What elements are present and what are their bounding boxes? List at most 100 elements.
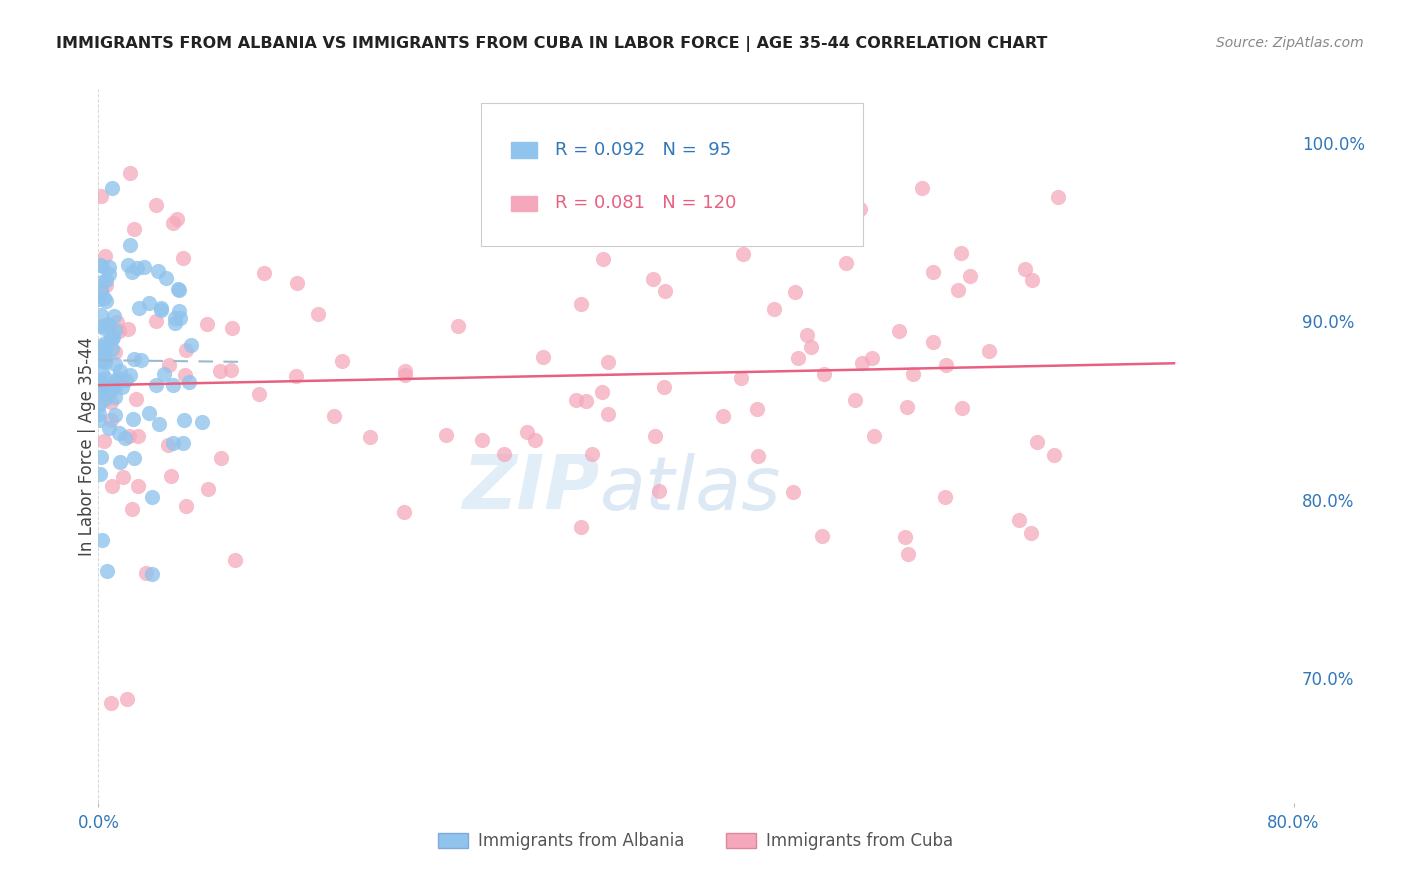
Point xyxy=(96,387,118,401)
Point xyxy=(394,364,416,378)
Point xyxy=(97,420,120,434)
Text: Source: ZipAtlas.com: Source: ZipAtlas.com xyxy=(1216,36,1364,50)
Point xyxy=(101,330,124,344)
Point xyxy=(104,344,127,359)
Point xyxy=(111,380,134,394)
Point xyxy=(89,373,111,387)
Point xyxy=(89,385,111,400)
Point xyxy=(447,319,470,334)
Point xyxy=(531,351,554,365)
FancyBboxPatch shape xyxy=(481,103,863,246)
Point xyxy=(745,401,768,416)
Point xyxy=(96,564,118,578)
Point xyxy=(862,351,884,366)
Point xyxy=(910,181,932,195)
Point xyxy=(128,301,150,315)
Point xyxy=(91,319,114,334)
Point xyxy=(1014,262,1036,277)
Point xyxy=(110,455,132,469)
FancyBboxPatch shape xyxy=(510,195,537,211)
Point xyxy=(1026,434,1049,449)
Point xyxy=(162,435,184,450)
Point xyxy=(897,547,920,561)
Point xyxy=(100,382,122,396)
Y-axis label: In Labor Force | Age 35-44: In Labor Force | Age 35-44 xyxy=(79,336,96,556)
Point xyxy=(800,340,823,354)
Point xyxy=(145,378,167,392)
Point xyxy=(94,348,117,362)
Point xyxy=(93,321,115,335)
Point xyxy=(101,342,124,356)
Point xyxy=(811,528,834,542)
Point xyxy=(591,384,613,399)
Point xyxy=(330,354,353,368)
Point xyxy=(100,696,122,710)
Point xyxy=(105,315,128,329)
Point xyxy=(100,330,122,344)
Point xyxy=(90,365,112,379)
Point xyxy=(107,371,129,385)
Point xyxy=(104,408,127,422)
Point xyxy=(896,401,918,415)
Point xyxy=(903,367,925,381)
Point xyxy=(89,258,111,272)
Point xyxy=(195,318,218,332)
Point xyxy=(103,310,125,324)
Point xyxy=(434,428,457,442)
Point xyxy=(93,371,115,385)
Point xyxy=(169,283,191,297)
Point xyxy=(950,246,973,260)
Point xyxy=(492,446,515,460)
Point xyxy=(863,429,886,443)
Point xyxy=(581,447,603,461)
Point xyxy=(89,394,111,409)
Point xyxy=(162,216,184,230)
Point xyxy=(100,395,122,409)
Point xyxy=(285,368,308,383)
Point xyxy=(394,368,416,382)
Point xyxy=(796,327,818,342)
Point xyxy=(90,450,112,464)
Point xyxy=(93,291,115,305)
Point xyxy=(98,267,121,281)
Point xyxy=(219,363,242,377)
Point xyxy=(307,307,329,321)
Point xyxy=(141,567,163,582)
Point xyxy=(620,136,643,151)
Point xyxy=(167,282,190,296)
Point xyxy=(596,407,619,421)
Point xyxy=(174,343,197,357)
Point xyxy=(117,321,139,335)
Point xyxy=(135,566,157,580)
Point xyxy=(96,278,118,293)
Point xyxy=(165,311,187,326)
Point xyxy=(90,283,112,297)
Point xyxy=(643,271,665,285)
Point xyxy=(153,368,176,382)
Point xyxy=(180,338,202,352)
Point xyxy=(100,479,122,493)
Point xyxy=(94,335,117,350)
Point xyxy=(141,491,163,505)
Point xyxy=(150,301,173,316)
Point xyxy=(1008,513,1031,527)
Point xyxy=(101,181,124,195)
Point xyxy=(359,430,381,444)
Point xyxy=(93,352,115,367)
Point xyxy=(156,437,179,451)
Point xyxy=(782,485,804,500)
Point xyxy=(851,356,873,370)
Point xyxy=(115,373,138,387)
Point xyxy=(253,266,276,280)
Point xyxy=(959,269,981,284)
Point xyxy=(145,314,167,328)
Point xyxy=(946,283,969,297)
Point xyxy=(93,249,115,263)
Point xyxy=(104,323,127,337)
Point xyxy=(762,301,785,316)
FancyBboxPatch shape xyxy=(510,142,537,158)
Point xyxy=(174,368,197,383)
Point xyxy=(190,416,212,430)
Point xyxy=(565,392,588,407)
Point xyxy=(118,237,141,252)
